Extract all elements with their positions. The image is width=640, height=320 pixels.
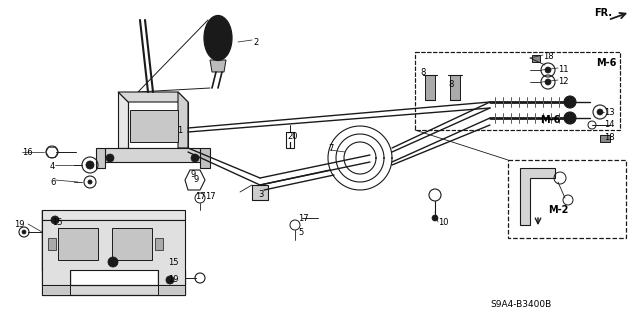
Polygon shape — [42, 210, 185, 220]
Polygon shape — [178, 92, 188, 148]
Bar — [112, 228, 152, 260]
Polygon shape — [42, 210, 185, 295]
Polygon shape — [450, 75, 460, 100]
Circle shape — [51, 216, 59, 224]
Text: 9: 9 — [193, 175, 198, 184]
Polygon shape — [42, 285, 70, 295]
Text: M-2: M-2 — [548, 205, 568, 215]
Text: 18: 18 — [543, 52, 554, 61]
Text: 10: 10 — [438, 218, 449, 227]
Text: 6: 6 — [50, 178, 56, 187]
Text: M-6: M-6 — [596, 58, 616, 68]
Text: 19: 19 — [168, 275, 179, 284]
Polygon shape — [425, 75, 435, 100]
Circle shape — [108, 257, 118, 267]
Ellipse shape — [204, 15, 232, 60]
Bar — [155, 238, 163, 250]
Circle shape — [597, 109, 603, 115]
Text: 20: 20 — [287, 132, 298, 141]
Text: 14: 14 — [604, 120, 614, 129]
Text: 18: 18 — [604, 133, 614, 142]
Text: 5: 5 — [298, 228, 303, 237]
Polygon shape — [105, 148, 200, 162]
Text: 3: 3 — [258, 190, 264, 199]
Polygon shape — [532, 55, 540, 62]
Circle shape — [88, 180, 92, 184]
Polygon shape — [42, 220, 185, 285]
Text: 16: 16 — [22, 148, 33, 157]
Polygon shape — [158, 285, 185, 295]
Polygon shape — [210, 60, 226, 72]
Bar — [48, 238, 56, 250]
Circle shape — [564, 96, 576, 108]
Polygon shape — [200, 148, 210, 168]
Text: 17: 17 — [195, 192, 205, 201]
Circle shape — [86, 161, 94, 169]
Circle shape — [106, 154, 114, 162]
Text: 8: 8 — [448, 80, 453, 89]
Polygon shape — [118, 92, 128, 148]
Circle shape — [191, 154, 199, 162]
Text: 8: 8 — [420, 68, 426, 77]
Text: M-6: M-6 — [540, 115, 561, 125]
Text: 4: 4 — [50, 162, 55, 171]
Text: 7: 7 — [328, 144, 333, 153]
Text: 2: 2 — [253, 38, 259, 47]
Polygon shape — [520, 168, 555, 225]
Bar — [415, 52, 620, 130]
Circle shape — [22, 230, 26, 234]
Bar — [58, 228, 98, 260]
Circle shape — [545, 67, 551, 73]
Text: 19: 19 — [14, 220, 24, 229]
Text: 17: 17 — [205, 192, 216, 201]
Text: 1: 1 — [177, 126, 182, 135]
Bar — [415, 52, 620, 130]
Text: S9A4-B3400B: S9A4-B3400B — [490, 300, 551, 309]
Circle shape — [166, 276, 174, 284]
Text: 9: 9 — [190, 170, 195, 179]
Text: 17: 17 — [298, 214, 308, 223]
Polygon shape — [118, 92, 188, 102]
Polygon shape — [96, 148, 105, 168]
Text: 15: 15 — [168, 258, 179, 267]
Polygon shape — [600, 135, 610, 142]
Bar — [508, 160, 626, 238]
Bar — [252, 185, 268, 200]
Text: 15: 15 — [52, 218, 63, 227]
Text: 13: 13 — [604, 108, 614, 117]
Text: FR.: FR. — [594, 8, 612, 18]
Circle shape — [545, 79, 551, 85]
Circle shape — [432, 215, 438, 221]
Circle shape — [564, 112, 576, 124]
Text: 11: 11 — [558, 65, 568, 74]
Bar — [130, 110, 178, 142]
Text: 12: 12 — [558, 77, 568, 86]
